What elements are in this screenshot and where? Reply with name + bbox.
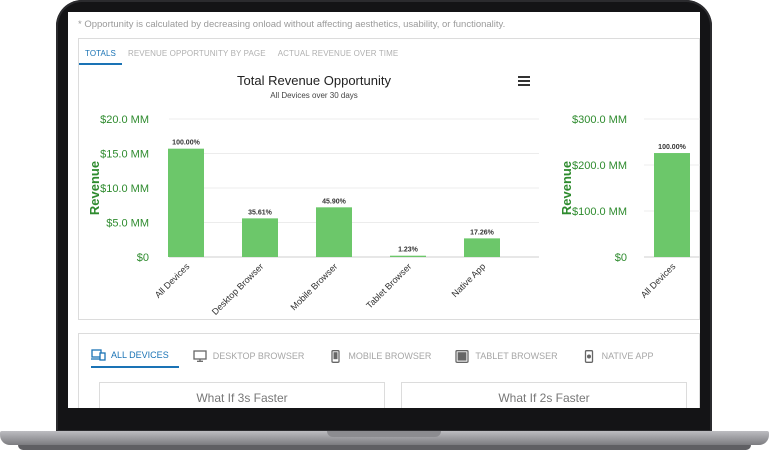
x-tick-label: Tablet Browser xyxy=(364,261,413,310)
mobile-icon xyxy=(328,350,342,363)
bar xyxy=(390,255,426,257)
devices-icon xyxy=(91,349,106,361)
y-tick-label: $20.0 MM xyxy=(100,114,149,126)
y-tick-label: $15.0 MM xyxy=(100,149,149,161)
device-card: ALL DEVICES DESKTOP BROWSER MOBILE BROWS… xyxy=(78,333,700,408)
bar xyxy=(654,153,690,257)
revenue-card: TOTALS REVENUE OPPORTUNITY BY PAGE ACTUA… xyxy=(78,38,700,320)
chart-subtitle: All Devices over 30 days xyxy=(270,91,358,100)
x-tick-label: Mobile Browser xyxy=(288,261,339,312)
y-tick-label: $100.0 MM xyxy=(572,206,627,218)
view-tabs: TOTALS REVENUE OPPORTUNITY BY PAGE ACTUA… xyxy=(79,39,404,65)
laptop-notch xyxy=(327,431,441,437)
device-tab-tablet-browser[interactable]: TABLET BROWSER xyxy=(455,344,567,368)
x-tick-label: All Devices xyxy=(639,261,678,300)
tab-totals[interactable]: TOTALS xyxy=(79,39,122,65)
device-tab-label: ALL DEVICES xyxy=(111,350,169,360)
opportunity-note: * Opportunity is calculated by decreasin… xyxy=(78,19,506,30)
device-tab-label: NATIVE APP xyxy=(601,351,654,361)
bar xyxy=(168,148,204,257)
data-label: 17.26% xyxy=(470,229,495,236)
laptop-base xyxy=(0,431,769,445)
device-tab-label: DESKTOP BROWSER xyxy=(212,351,305,361)
data-label: 1.23% xyxy=(398,247,419,254)
y-tick-label: $0 xyxy=(615,252,627,264)
bar xyxy=(242,218,278,257)
bar xyxy=(464,238,500,257)
data-label: 100.00% xyxy=(172,140,200,147)
device-tab-label: MOBILE BROWSER xyxy=(348,351,432,361)
x-tick-label: Desktop Browser xyxy=(210,261,266,317)
y-tick-label: $300.0 MM xyxy=(572,114,627,126)
tab-revenue-opportunity-by-page[interactable]: REVENUE OPPORTUNITY BY PAGE xyxy=(127,49,266,58)
x-tick-label: All Devices xyxy=(153,261,192,300)
y-tick-label: $200.0 MM xyxy=(572,160,627,172)
desktop-icon xyxy=(193,350,207,362)
y-tick-label: $10.0 MM xyxy=(100,183,149,195)
device-tab-label: TABLET BROWSER xyxy=(475,351,558,361)
y-tick-label: $0 xyxy=(137,252,149,264)
hamburger-menu-icon[interactable] xyxy=(518,76,530,86)
native-app-icon xyxy=(582,350,596,363)
tab-actual-revenue-over-time[interactable]: ACTUAL REVENUE OVER TIME xyxy=(277,49,399,58)
what-if-3s-faster-card[interactable]: What If 3s Faster xyxy=(99,382,385,408)
y-axis-label: Revenue xyxy=(87,161,102,215)
y-tick-label: $5.0 MM xyxy=(106,218,149,230)
what-if-2s-faster-card[interactable]: What If 2s Faster xyxy=(401,382,687,408)
device-tab-native-app[interactable]: NATIVE APP xyxy=(582,344,664,368)
device-tab-mobile-browser[interactable]: MOBILE BROWSER xyxy=(328,344,441,368)
tablet-icon xyxy=(455,350,470,363)
device-tabs: ALL DEVICES DESKTOP BROWSER MOBILE BROWS… xyxy=(91,344,677,368)
device-tab-desktop-browser[interactable]: DESKTOP BROWSER xyxy=(193,344,315,368)
x-tick-label: Native App xyxy=(450,261,488,299)
y-axis-label: Revenue xyxy=(559,161,574,215)
chart-title: Total Revenue Opportunity xyxy=(237,73,391,88)
screen: * Opportunity is calculated by decreasin… xyxy=(68,12,700,408)
laptop-shadow xyxy=(18,445,751,450)
data-label: 100.00% xyxy=(658,144,686,151)
data-label: 35.61% xyxy=(248,209,273,216)
bar xyxy=(316,207,352,257)
device-tab-all-devices[interactable]: ALL DEVICES xyxy=(91,344,179,368)
data-label: 45.90% xyxy=(322,198,347,205)
revenue-charts: Revenue $0 $5.0 MM $10.0 MM $15.0 MM $20.0 MM… xyxy=(87,114,700,317)
